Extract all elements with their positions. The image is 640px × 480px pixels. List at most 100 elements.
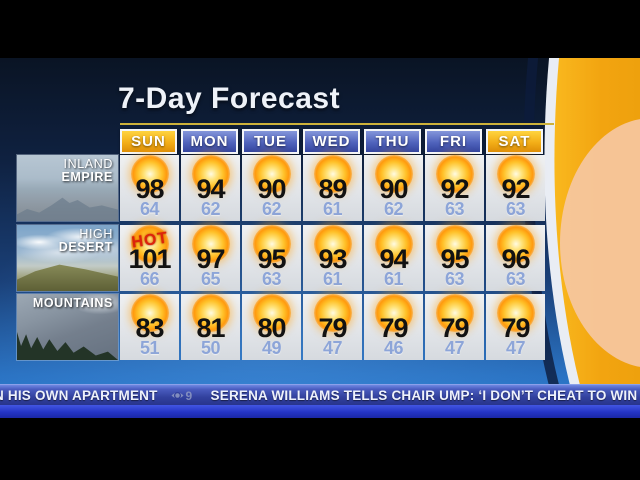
day-header-wed: WED <box>303 129 360 154</box>
forecast-cell-high-desert-tue: 95 63 <box>242 225 301 291</box>
high-temp: 79 <box>318 313 347 343</box>
sunny-icon <box>435 294 474 332</box>
ticker-item-right: SERENA WILLIAMS TELLS CHAIR UMP: ‘I DON’… <box>210 388 638 403</box>
low-temp: 66 <box>139 269 160 289</box>
high-temp: 95 <box>440 244 469 274</box>
forecast-cell-high-desert-sun: HOT 101 66 <box>120 225 179 291</box>
ticker-bottom-strip <box>0 405 640 418</box>
forecast-cell-high-desert-sat: 96 63 <box>486 225 545 291</box>
sunny-icon <box>191 294 230 332</box>
region-name-line: INLAND <box>63 157 113 171</box>
forecast-cell-inland-empire-sat: 92 63 <box>486 155 545 221</box>
ticker-items: N HIS OWN APARTMENT 9 SERENA WILLIAMS TE… <box>0 388 637 403</box>
high-temp: 101 <box>128 244 171 274</box>
high-temp: 96 <box>501 244 530 274</box>
day-header-fri: FRI <box>425 129 482 154</box>
low-temp: 47 <box>322 338 343 358</box>
low-temp: 63 <box>505 199 526 219</box>
high-temp: 92 <box>440 174 469 204</box>
sunny-icon <box>435 225 474 263</box>
low-temp: 46 <box>383 338 404 358</box>
sunny-icon <box>313 294 352 332</box>
day-label: WED <box>312 133 351 150</box>
region-label: INLAND EMPIRE <box>61 158 113 184</box>
high-temp: 98 <box>135 174 164 204</box>
sunny-icon <box>252 225 291 263</box>
sunny-icon <box>252 294 291 332</box>
region-photo-inland-empire: INLAND EMPIRE <box>17 155 118 221</box>
day-label: TUE <box>254 133 287 150</box>
high-temp: 79 <box>440 313 469 343</box>
low-temp: 63 <box>444 269 465 289</box>
background-swoosh <box>523 58 640 418</box>
low-temp: 63 <box>505 269 526 289</box>
day-label: THU <box>375 133 410 150</box>
low-temp: 49 <box>261 338 282 358</box>
forecast-cell-high-desert-thu: 94 61 <box>364 225 423 291</box>
region-name-line: MOUNTAINS <box>32 296 113 310</box>
day-label: MON <box>190 133 229 150</box>
news-ticker: N HIS OWN APARTMENT 9 SERENA WILLIAMS TE… <box>0 384 640 406</box>
high-temp: 81 <box>196 313 225 343</box>
low-temp: 62 <box>200 199 221 219</box>
low-temp: 51 <box>139 338 160 358</box>
high-temp: 95 <box>257 244 286 274</box>
high-temp: 90 <box>379 174 408 204</box>
forecast-cell-mountains-mon: 81 50 <box>181 294 240 360</box>
high-temp: 89 <box>318 174 347 204</box>
letterbox-bottom <box>0 418 640 480</box>
terrain-art <box>17 332 118 360</box>
forecast-cell-mountains-fri: 79 47 <box>425 294 484 360</box>
region-name-line: HIGH <box>79 227 113 241</box>
forecast-cell-inland-empire-thu: 90 62 <box>364 155 423 221</box>
forecast-cell-mountains-thu: 79 46 <box>364 294 423 360</box>
forecast-cell-high-desert-fri: 95 63 <box>425 225 484 291</box>
forecast-cell-inland-empire-fri: 92 63 <box>425 155 484 221</box>
low-temp: 61 <box>322 269 343 289</box>
day-label: FRI <box>439 133 468 150</box>
low-temp: 65 <box>200 269 221 289</box>
terrain-art <box>17 264 118 291</box>
low-temp: 62 <box>261 199 282 219</box>
sunny-icon <box>191 225 230 263</box>
letterbox-top <box>0 0 640 58</box>
terrain-art <box>17 197 118 221</box>
forecast-cell-inland-empire-sun: 98 64 <box>120 155 179 221</box>
day-header-tue: TUE <box>242 129 299 154</box>
low-temp: 63 <box>261 269 282 289</box>
high-temp: 79 <box>379 313 408 343</box>
ticker-item-left: N HIS OWN APARTMENT <box>0 388 158 403</box>
sunny-icon <box>374 155 413 193</box>
sunny-icon <box>313 155 352 193</box>
forecast-cell-mountains-wed: 79 47 <box>303 294 362 360</box>
high-temp: 79 <box>501 313 530 343</box>
high-temp: 90 <box>257 174 286 204</box>
sunny-icon <box>496 225 535 263</box>
low-temp: 61 <box>322 199 343 219</box>
high-temp: 80 <box>257 313 286 343</box>
region-name-line: DESERT <box>58 240 113 254</box>
forecast-cell-mountains-sat: 79 47 <box>486 294 545 360</box>
region-name-line: EMPIRE <box>61 170 113 184</box>
weather-graphic: 7-Day Forecast SUN MON TUE WED THU FRI SAT INL… <box>0 58 640 418</box>
forecast-cell-mountains-sun: 83 51 <box>120 294 179 360</box>
high-temp: 97 <box>196 244 225 274</box>
forecast-cell-inland-empire-wed: 89 61 <box>303 155 362 221</box>
day-label: SAT <box>498 133 531 150</box>
low-temp: 61 <box>383 269 404 289</box>
high-temp: 92 <box>501 174 530 204</box>
low-temp: 63 <box>444 199 465 219</box>
region-photo-high-desert: HIGH DESERT <box>17 225 118 291</box>
low-temp: 64 <box>139 199 160 219</box>
sunny-icon <box>191 155 230 193</box>
low-temp: 50 <box>200 338 221 358</box>
sunny-icon <box>496 294 535 332</box>
day-header-sat: SAT <box>486 129 543 154</box>
day-header-sun: SUN <box>120 129 177 154</box>
cbs-eye-9-icon: 9 <box>171 389 192 402</box>
sunny-icon <box>435 155 474 193</box>
region-label: HIGH DESERT <box>59 228 113 254</box>
sunny-icon <box>130 294 169 332</box>
low-temp: 62 <box>383 199 404 219</box>
